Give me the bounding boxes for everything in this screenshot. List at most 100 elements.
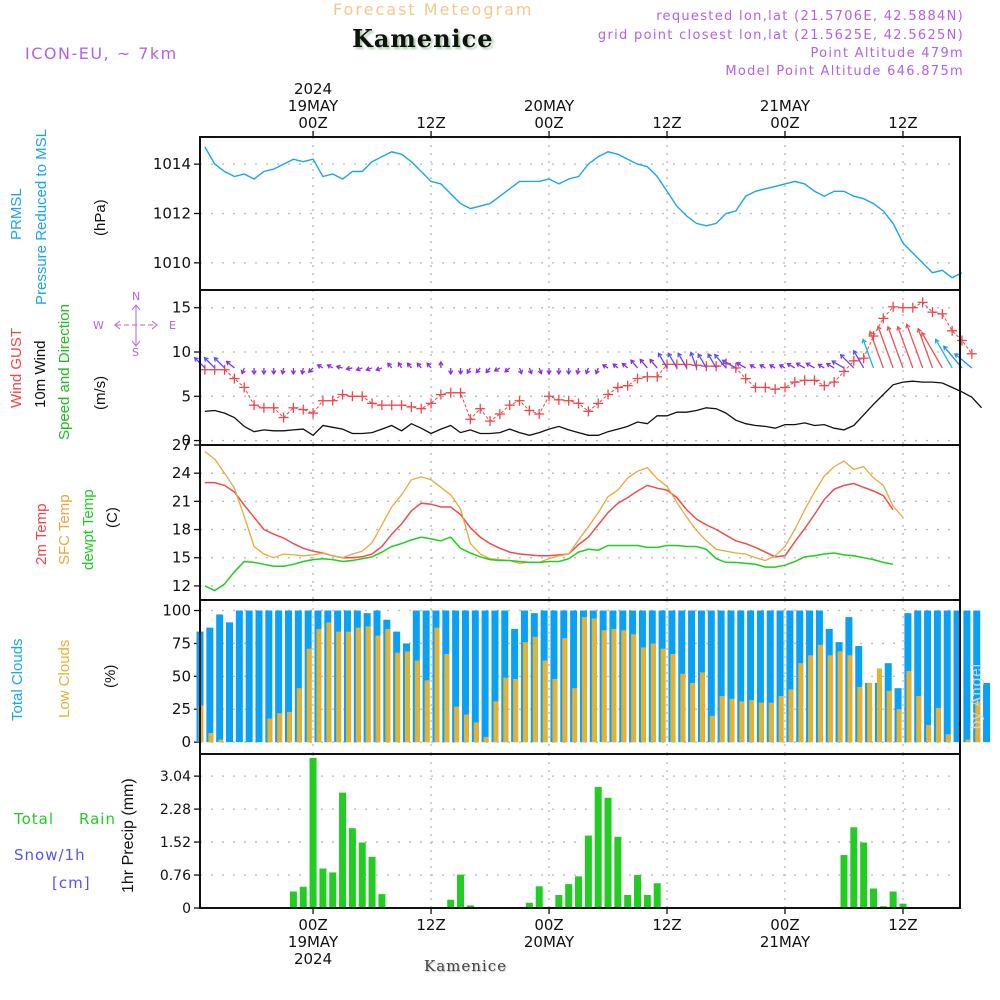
wind-direction-arrow — [721, 359, 737, 369]
top-time-label: 12Z — [416, 114, 445, 132]
gust-marker — [583, 406, 594, 417]
precip-bar — [604, 797, 612, 908]
low-cloud-bar — [552, 678, 558, 743]
low-cloud-bar — [690, 682, 696, 743]
wind-direction-arrow — [689, 351, 698, 369]
low-cloud-bar — [306, 648, 312, 743]
total-cloud-bar — [255, 610, 263, 743]
low-cloud-bar — [945, 734, 951, 743]
wind-direction-arrow — [768, 364, 776, 369]
wind-direction-arrow — [406, 362, 412, 369]
low-cloud-bar — [680, 673, 686, 743]
wind-arrow-head — [326, 364, 332, 369]
total-cloud-bar — [933, 610, 941, 743]
wind-arrow-head — [943, 345, 948, 351]
wind-direction-arrow — [943, 345, 963, 369]
wind-arrow-head — [566, 370, 572, 376]
total-cloud-bar — [491, 610, 499, 743]
wind-arrow-head — [649, 358, 655, 364]
gust-marker — [711, 361, 722, 372]
wind-direction-arrow — [759, 364, 766, 369]
precip-ytick-label: 0.76 — [160, 868, 191, 884]
total-cloud-bar — [983, 682, 991, 743]
wind-arrow-shaft — [954, 353, 973, 369]
clouds-ytick-label: 25 — [172, 700, 191, 718]
gust-marker — [809, 375, 820, 386]
wind-arrow-head — [934, 338, 940, 344]
low-cloud-bar — [847, 655, 853, 743]
gust-marker — [308, 408, 319, 419]
wind-arrow-shaft — [840, 354, 855, 369]
wind-arrow-head — [825, 362, 831, 368]
total-cloud-bar — [216, 614, 224, 743]
pressure-ytick-label: 1012 — [153, 205, 191, 223]
wind-arrow-head — [518, 369, 524, 375]
wind-direction-arrow — [852, 349, 865, 369]
wind-arrow-head — [365, 366, 371, 372]
wind-direction-arrow — [707, 352, 717, 369]
low-cloud-bar — [640, 647, 646, 743]
total-cloud-bar — [963, 610, 971, 743]
wind-arrow-shaft — [213, 357, 226, 369]
total-cloud-bar — [747, 610, 755, 743]
wind-arrow-head — [735, 362, 741, 367]
pressure-ytick-label: 1010 — [153, 254, 191, 272]
gust-marker — [485, 416, 496, 427]
wind-direction-arrow — [805, 362, 815, 369]
wind-direction-arrow — [213, 356, 226, 369]
wind-arrow-shaft — [897, 326, 914, 369]
wind-arrow-head — [795, 362, 801, 368]
temp-2m-line — [204, 481, 894, 559]
gust-marker — [494, 409, 505, 419]
wind-arrow-head — [193, 356, 199, 362]
gust-marker — [652, 371, 663, 382]
wind-arrow-head — [290, 370, 297, 376]
gust-marker — [298, 404, 309, 415]
total-cloud-bar — [776, 610, 784, 743]
meteogram-subtitle: Forecast Meteogram — [333, 0, 534, 19]
gust-marker — [927, 307, 938, 318]
gust-marker — [956, 335, 967, 346]
gust-marker — [838, 366, 849, 377]
wind-arrow-head — [868, 330, 874, 336]
low-cloud-bar — [483, 736, 489, 743]
wind-arrow-head — [438, 360, 444, 366]
wind-direction-arrow — [795, 362, 805, 369]
clouds-ytick-label: 0 — [181, 733, 191, 751]
low-cloud-bar — [916, 696, 922, 743]
gust-marker — [553, 394, 564, 405]
gust-marker — [750, 382, 761, 393]
wind-arrow-head — [203, 356, 209, 362]
low-cloud-bar — [719, 696, 725, 743]
compass-glyph: N S W E — [93, 290, 176, 358]
gust-marker — [406, 401, 417, 412]
low-cloud-bar — [729, 698, 735, 743]
precip-bar — [653, 883, 661, 908]
gust-marker — [779, 382, 790, 393]
gust-marker — [219, 364, 230, 375]
gust-marker — [504, 400, 515, 411]
wind-arrow-shaft — [826, 363, 835, 369]
snow-unit: [cm] — [52, 874, 91, 892]
wind-ytick-label: 10 — [172, 343, 191, 361]
gust-marker — [416, 403, 427, 414]
wind-arrow-head — [759, 364, 765, 369]
precip-bar — [309, 757, 317, 908]
gust-marker — [465, 414, 476, 425]
wind-direction-arrow — [714, 353, 727, 369]
wind-arrow-head — [805, 362, 811, 368]
wind-direction-arrow — [280, 367, 286, 376]
gust-marker — [612, 382, 623, 393]
wind-arrow-head — [355, 366, 361, 372]
wind-arrow-head — [954, 353, 960, 358]
wind-arrow-head — [839, 353, 845, 359]
low-cloud-bar — [296, 688, 302, 743]
precip-bar — [643, 894, 651, 908]
wind-arrow-shaft — [921, 332, 943, 369]
wind-direction-arrow — [905, 323, 924, 369]
top-time-label: 12Z — [652, 114, 681, 132]
wind-arrow-head — [251, 370, 257, 376]
low-cloud-bar — [788, 689, 794, 743]
wind-direction-arrow — [527, 367, 533, 375]
total-cloud-bar — [461, 610, 469, 743]
